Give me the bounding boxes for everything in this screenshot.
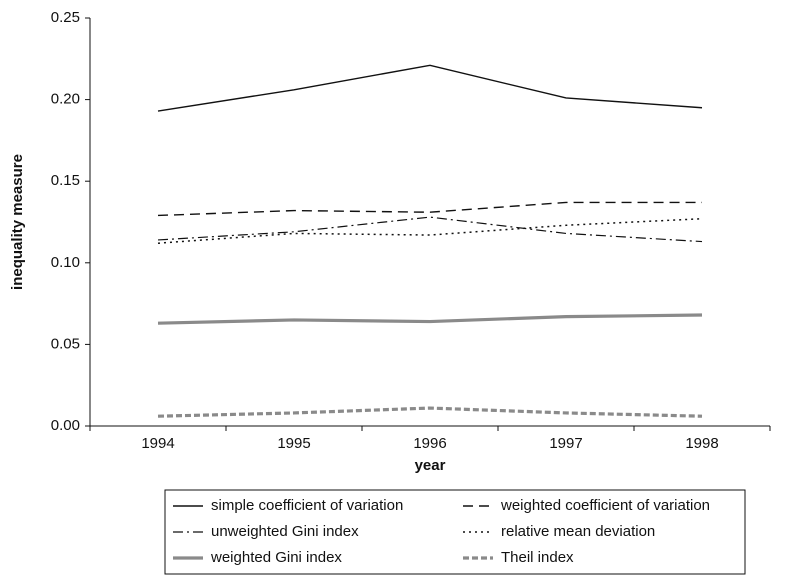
legend-label: relative mean deviation bbox=[501, 523, 655, 540]
legend-label: Theil index bbox=[501, 549, 574, 566]
y-tick-label: 0.15 bbox=[51, 172, 80, 189]
legend-label: weighted coefficient of variation bbox=[500, 497, 710, 514]
series-line bbox=[157, 217, 703, 244]
x-tick-label: 1995 bbox=[277, 435, 310, 452]
legend-label: weighted Gini index bbox=[210, 549, 342, 566]
y-tick-label: 0.20 bbox=[51, 91, 80, 108]
y-tick-label: 0.05 bbox=[51, 335, 80, 352]
legend-label: unweighted Gini index bbox=[211, 523, 359, 540]
y-axis-label: inequality measure bbox=[9, 154, 26, 290]
x-tick-label: 1997 bbox=[549, 435, 582, 452]
x-tick-label: 1996 bbox=[413, 435, 446, 452]
series-line bbox=[157, 216, 703, 243]
series-line bbox=[157, 64, 703, 112]
series-line bbox=[157, 201, 702, 217]
x-axis-label: year bbox=[415, 457, 446, 474]
y-tick-label: 0.25 bbox=[51, 9, 80, 26]
legend-box bbox=[164, 489, 746, 575]
x-tick-label: 1994 bbox=[141, 435, 174, 452]
series-line bbox=[157, 406, 703, 418]
legend-label: simple coefficient of variation bbox=[211, 497, 403, 514]
y-tick-label: 0.10 bbox=[51, 254, 80, 271]
series-line bbox=[157, 313, 703, 325]
y-tick-label: 0.00 bbox=[51, 417, 80, 434]
x-tick-label: 1998 bbox=[685, 435, 718, 452]
